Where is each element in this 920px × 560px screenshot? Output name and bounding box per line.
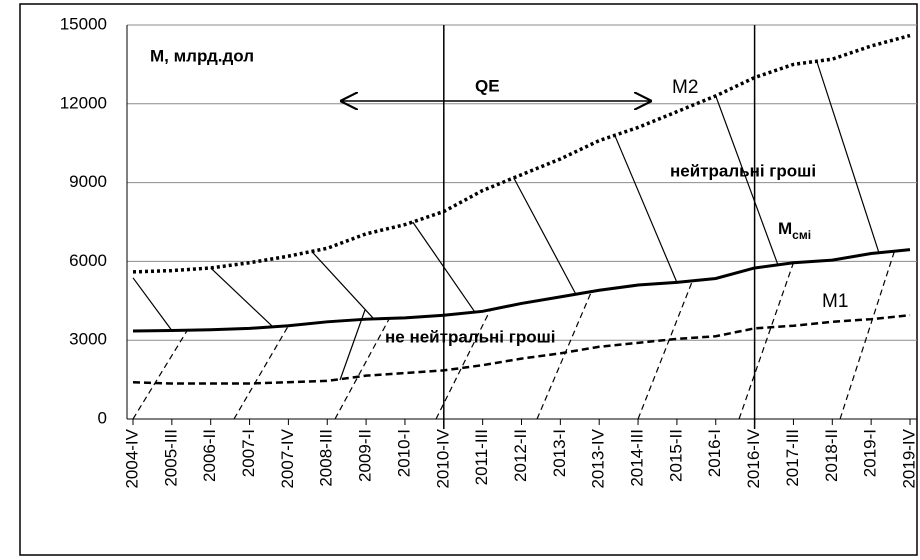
x-tick-label: 2006-II: [200, 429, 219, 482]
series-line: [132, 314, 911, 385]
x-tick-label: 2009-II: [356, 429, 375, 482]
hatch-line: [132, 277, 173, 331]
y-tick-label: 6000: [69, 251, 107, 270]
leader-line: [339, 309, 366, 381]
y-tick-label: 12000: [60, 93, 107, 112]
x-tick-label: 2018-II: [822, 429, 841, 482]
series-line: [132, 248, 911, 333]
x-tick-label: 2008-III: [317, 429, 336, 487]
chart-border: [19, 3, 918, 556]
hatch-line-dashed: [738, 262, 795, 420]
x-tick-label: 2005-III: [161, 429, 180, 487]
annotation: QE: [475, 76, 500, 95]
hatch-line-dashed: [132, 329, 188, 420]
hatch-line: [816, 61, 880, 253]
x-tick-label: 2010-IV: [433, 428, 452, 488]
annotation: нейтральні гроші: [670, 161, 816, 180]
hatch-line-dashed: [637, 280, 693, 420]
x-tick-label: 2015-II: [666, 429, 685, 482]
y-tick-label: 3000: [69, 330, 107, 349]
x-tick-label: 2017-III: [783, 429, 802, 487]
x-tick-label: 2010-I: [394, 429, 413, 477]
y-tick-label: 15000: [60, 14, 107, 33]
x-tick-label: 2007-I: [239, 429, 258, 477]
y-tick-label: 9000: [69, 172, 107, 191]
hatch-line: [311, 251, 375, 320]
x-tick-label: 2016-IV: [744, 428, 763, 488]
x-tick-label: 2013-IV: [589, 428, 608, 488]
annotation: Mсмі: [778, 219, 811, 242]
x-tick-label: 2004-IV: [122, 428, 141, 488]
hatch-line-dashed: [536, 291, 592, 420]
x-tick-label: 2014-III: [628, 429, 647, 487]
y-tick-label: 0: [98, 408, 107, 427]
hatch-line: [412, 221, 476, 313]
chart-title: M, млрд.дол: [150, 46, 254, 65]
hatch-line-dashed: [839, 250, 896, 420]
x-tick-label: 2012-II: [511, 429, 530, 482]
hatch-line: [513, 177, 577, 295]
hatch-line: [210, 267, 274, 328]
hatch-line: [715, 95, 779, 266]
annotation: M1: [822, 291, 848, 312]
annotation: не нейтральні гроші: [385, 327, 556, 346]
x-tick-label: 2007-IV: [278, 428, 297, 488]
x-tick-label: 2013-I: [550, 429, 569, 477]
annotation: M: [778, 219, 792, 238]
annotation-subscript: смі: [792, 228, 811, 242]
hatch-line-dashed: [435, 309, 491, 420]
hatch-line-dashed: [334, 318, 390, 420]
x-tick-label: 2016-I: [705, 429, 724, 477]
hatch-line-dashed: [233, 325, 289, 420]
x-tick-label: 2019-IV: [899, 428, 918, 488]
x-tick-label: 2011-III: [472, 429, 491, 485]
series-line: [132, 33, 911, 274]
annotation: M2: [672, 77, 698, 98]
hatch-line: [614, 135, 678, 283]
x-tick-label: 2019-I: [861, 429, 880, 477]
